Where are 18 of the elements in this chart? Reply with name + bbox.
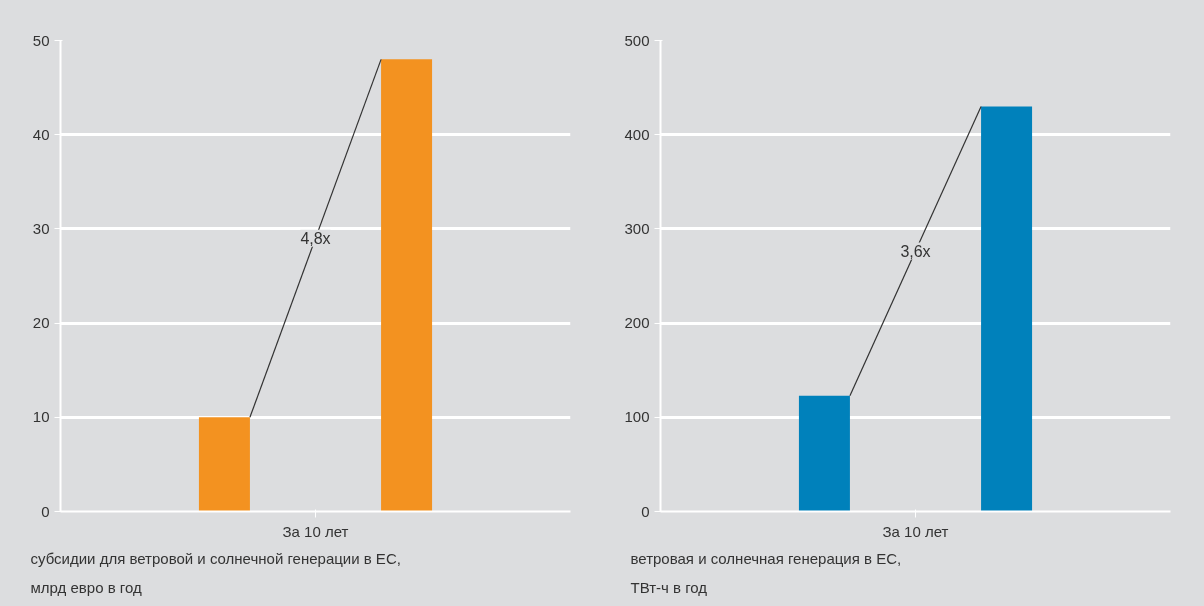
y-tick-label: 500 <box>624 31 650 49</box>
annotation: 4,8x <box>300 229 331 247</box>
text: ветровая и солнечная генерация в ЕС, ТВт-ч в год <box>630 549 902 596</box>
y-tick-label: 0 <box>41 502 50 520</box>
y-tick-label: 0 <box>641 502 650 520</box>
y-tick-label: 400 <box>624 125 650 143</box>
y-tick-label: 20 <box>32 314 50 332</box>
y-tick-label: 40 <box>32 125 50 143</box>
y-tick-label: 200 <box>624 314 650 332</box>
y-tick-label: 50 <box>32 31 50 49</box>
annotation: 3,6x <box>900 242 931 260</box>
x-axis-title: За 10 лет <box>882 522 949 540</box>
y-tick-label: 10 <box>32 408 50 426</box>
text: субсидии для ветровой и солнечной генерации в ЕС, млрд евро в год <box>30 549 401 596</box>
x-axis-title: За 10 лет <box>282 522 349 540</box>
y-tick-label: 30 <box>32 219 50 237</box>
y-tick-label: 300 <box>624 219 650 237</box>
y-tick-label: 100 <box>624 408 650 426</box>
